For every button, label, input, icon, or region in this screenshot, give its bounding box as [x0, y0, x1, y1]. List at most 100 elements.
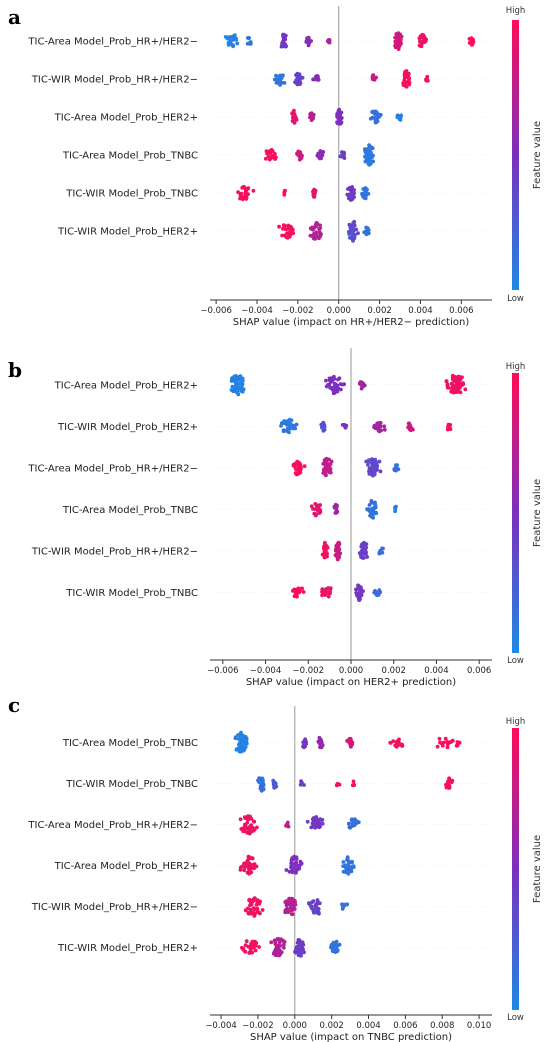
shap-point [234, 390, 239, 395]
shap-point [335, 555, 340, 560]
shap-point [360, 193, 365, 197]
shap-point [294, 461, 299, 465]
shap-point [296, 938, 301, 942]
feature-label: TIC-WIR Model_Prob_HR+/HER2− [31, 546, 198, 557]
shap-point [437, 736, 442, 741]
shap-point [289, 861, 294, 865]
shap-point [333, 553, 338, 557]
shap-point [232, 36, 237, 40]
shap-point [279, 421, 284, 425]
shap-point [264, 149, 269, 154]
shap-point [367, 459, 372, 464]
shap-point [276, 949, 281, 954]
shap-point [369, 514, 374, 519]
shap-point [298, 81, 303, 85]
shap-point [445, 745, 450, 750]
shap-point [405, 75, 410, 80]
shap-point [341, 151, 346, 156]
shap-point [294, 467, 299, 472]
shap-point [294, 593, 299, 598]
shap-point [280, 42, 284, 47]
shap-point [367, 154, 372, 158]
shap-point [325, 545, 330, 550]
shap-point [258, 899, 262, 904]
shap-point [373, 500, 377, 505]
shap-point [444, 782, 448, 787]
shap-point [292, 587, 296, 592]
shap-point [244, 739, 248, 743]
x-tick-label: 0.008 [430, 1021, 454, 1031]
shap-point [364, 225, 369, 230]
shap-point [251, 897, 256, 902]
shap-point [246, 36, 250, 40]
shap-point [327, 464, 332, 469]
shap-point [399, 742, 404, 747]
shap-point [334, 783, 339, 788]
shap-point [341, 864, 345, 868]
feature-label: TIC-WIR Model_Prob_HR+/HER2− [31, 902, 198, 913]
shap-point [450, 738, 455, 743]
shap-point [395, 463, 399, 468]
shap-point [240, 745, 245, 750]
shap-point [297, 944, 301, 948]
shap-point [285, 902, 290, 907]
shap-point [293, 900, 297, 905]
shap-point [246, 910, 251, 915]
x-tick-label: 0.010 [467, 1021, 491, 1031]
shap-point [423, 37, 427, 42]
shap-point [342, 156, 347, 161]
shap-point [300, 586, 304, 591]
shap-point [231, 389, 236, 394]
shap-point [348, 229, 353, 234]
shap-point [328, 470, 333, 475]
shap-point [355, 587, 360, 591]
shap-point [289, 418, 294, 423]
shap-point [396, 467, 401, 472]
panel-a: a TIC-Area Model_Prob_HR+/HER2− TIC-WIR M… [8, 5, 543, 328]
shap-point [373, 424, 377, 429]
shap-point [254, 903, 259, 907]
x-tick-label: −0.002 [282, 306, 313, 316]
shap-point [279, 950, 284, 955]
shap-point [317, 236, 321, 241]
shap-point [404, 69, 409, 73]
shap-point [332, 384, 337, 389]
x-tick-label: −0.006 [200, 306, 231, 316]
shap-point [314, 819, 318, 824]
shap-point [243, 734, 248, 739]
shap-point [419, 41, 424, 46]
colorbar: High Low Feature value [506, 362, 543, 666]
shap-point [233, 736, 238, 741]
shap-point [401, 81, 406, 86]
shap-point [435, 744, 440, 749]
shap-point [340, 382, 345, 387]
shap-point [331, 391, 336, 396]
shap-point [317, 231, 322, 235]
shap-point [364, 157, 369, 161]
beeswarm-plot: TIC-Area Model_Prob_TNBC TIC-WIR Model_Pr… [27, 706, 492, 1042]
shap-point [377, 591, 381, 596]
shap-point [228, 41, 233, 46]
shap-point [281, 938, 285, 943]
shap-point [334, 945, 339, 950]
shap-point [317, 911, 321, 916]
shap-point [406, 71, 411, 76]
feature-row: TIC-Area Model_Prob_HR+/HER2− [27, 31, 492, 51]
shap-point [377, 429, 382, 434]
shap-point [281, 223, 286, 228]
shap-point [378, 422, 382, 426]
shap-point [438, 740, 442, 745]
shap-point [295, 152, 300, 157]
shap-point [377, 588, 382, 592]
x-tick-label: 0.000 [339, 666, 363, 676]
x-tick-label: −0.002 [242, 1021, 273, 1031]
shap-point [249, 816, 254, 821]
shap-point [277, 943, 281, 948]
shap-point [314, 815, 319, 819]
shap-point [238, 868, 243, 872]
shap-point [394, 744, 399, 749]
x-tick-label: −0.004 [250, 666, 281, 676]
shap-point [293, 426, 298, 431]
shap-point [257, 777, 261, 782]
shap-point [250, 911, 255, 916]
